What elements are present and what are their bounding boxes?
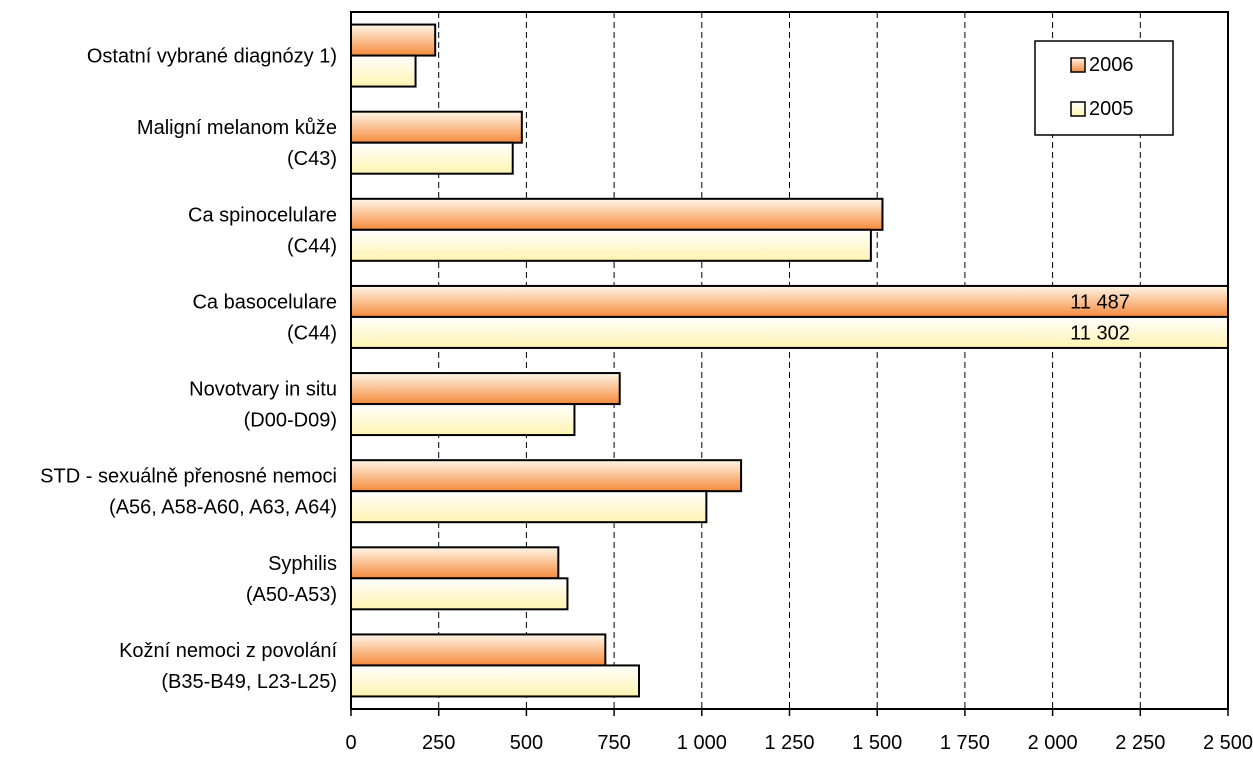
category-label: Novotvary in situ [189, 379, 337, 401]
category-labels: Ostatní vybrané diagnózy 1) Maligní melan… [40, 46, 337, 693]
bar-2006-1 [350, 110, 523, 144]
x-tick-label: 500 [510, 732, 543, 754]
legend: 2006 2005 [1034, 40, 1174, 136]
x-axis: 0 250 500 750 1 000 1 250 1 500 1 750 2 000 2 250… [345, 709, 1253, 754]
legend-swatch-2006 [1070, 57, 1086, 73]
category-label: Ca basocelulare [192, 291, 337, 313]
bars: 11 487 11 302 [350, 23, 1229, 698]
category-label: (C44) [287, 235, 337, 257]
category-label: (B35-B49, L23-L25) [161, 671, 337, 693]
x-tick-label: 1 250 [764, 732, 814, 754]
legend-swatch-2005 [1070, 101, 1086, 117]
x-tick-label: 1 000 [677, 732, 727, 754]
bar-2006-2 [350, 197, 884, 231]
bar-2005-5 [350, 490, 708, 524]
legend-label-2005: 2005 [1089, 98, 1134, 120]
category-label: Syphilis [268, 553, 337, 575]
category-label: Maligní melanom kůže [137, 117, 337, 139]
bar-2005-0 [350, 54, 417, 88]
category-label: (A56, A58-A60, A63, A64) [109, 497, 337, 519]
x-tick-label: 1 750 [940, 732, 990, 754]
category-label: STD - sexuálně přenosné nemoci [40, 466, 337, 488]
bar-2005-3 [350, 315, 1229, 349]
category-label: (C43) [287, 148, 337, 170]
category-label: (D00-D09) [244, 410, 337, 432]
legend-box [1034, 40, 1174, 136]
category-label: Kožní nemoci z povolání [119, 640, 337, 662]
bar-2006-0 [350, 23, 437, 57]
category-label: (A50-A53) [246, 584, 337, 606]
bar-2005-4 [350, 403, 576, 437]
bar-2005-6 [350, 577, 569, 611]
bar-2006-4 [350, 372, 621, 406]
x-tick-label: 750 [597, 732, 630, 754]
category-label: (C44) [287, 322, 337, 344]
x-tick-label: 1 500 [852, 732, 902, 754]
data-label-2005: 11 302 [1070, 322, 1130, 344]
bar-2006-7 [350, 633, 607, 667]
data-label-2006: 11 487 [1070, 291, 1130, 313]
x-tick-label: 2 250 [1115, 732, 1165, 754]
x-tick-label: 2 000 [1028, 732, 1078, 754]
x-tick-label: 2 500 [1203, 732, 1253, 754]
bar-2006-5 [350, 459, 743, 493]
bar-2006-6 [350, 546, 560, 580]
bar-2005-7 [350, 664, 641, 698]
bar-2005-2 [350, 228, 872, 262]
x-tick-label: 0 [345, 732, 356, 754]
category-label: Ostatní vybrané diagnózy 1) [87, 46, 337, 68]
x-tick-label: 250 [422, 732, 455, 754]
category-label: Ca spinocelulare [188, 204, 337, 226]
legend-label-2006: 2006 [1089, 54, 1134, 76]
bar-2005-1 [350, 141, 514, 175]
